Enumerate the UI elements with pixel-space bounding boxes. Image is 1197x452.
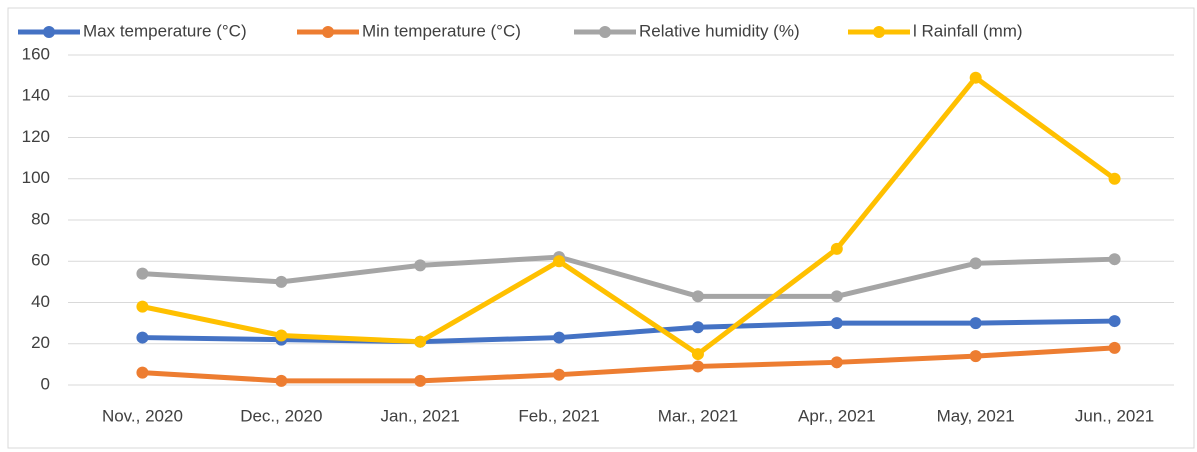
data-point <box>830 317 843 330</box>
data-point <box>969 317 982 330</box>
data-point <box>136 331 149 344</box>
legend-label: Min temperature (°C) <box>362 21 521 40</box>
data-point <box>136 267 149 280</box>
x-tick-label: Mar., 2021 <box>658 406 738 425</box>
legend-marker <box>873 26 885 38</box>
data-point <box>414 335 427 348</box>
x-tick-label: Nov., 2020 <box>102 406 183 425</box>
data-point <box>275 374 288 387</box>
legend-marker <box>43 26 55 38</box>
data-point <box>691 360 704 373</box>
data-point <box>691 290 704 303</box>
y-tick-label: 140 <box>22 86 50 105</box>
x-tick-label: Dec., 2020 <box>240 406 322 425</box>
data-point <box>969 71 982 84</box>
y-tick-label: 80 <box>31 209 50 228</box>
data-point <box>553 368 566 381</box>
x-tick-label: Apr., 2021 <box>798 406 876 425</box>
series-line <box>141 75 1117 357</box>
y-tick-label: 60 <box>31 251 50 270</box>
chart-frame <box>7 7 1195 449</box>
legend-label: l Rainfall (mm) <box>913 21 1023 40</box>
legend-label: Relative humidity (%) <box>639 21 800 40</box>
data-point <box>830 290 843 303</box>
data-point <box>1108 315 1121 328</box>
data-point <box>414 374 427 387</box>
x-tick-label: Jun., 2021 <box>1075 406 1154 425</box>
y-tick-label: 0 <box>41 374 50 393</box>
series-line <box>142 345 1115 384</box>
y-tick-label: 120 <box>22 127 50 146</box>
data-point <box>553 331 566 344</box>
x-tick-label: Feb., 2021 <box>518 406 599 425</box>
data-point <box>1108 172 1121 185</box>
data-point <box>830 242 843 255</box>
data-point <box>1108 253 1121 266</box>
data-point <box>275 275 288 288</box>
y-tick-label: 160 <box>22 44 50 63</box>
legend-marker <box>599 26 611 38</box>
data-point <box>969 257 982 270</box>
data-point <box>691 321 704 334</box>
y-tick-label: 40 <box>31 292 50 311</box>
data-point <box>136 300 149 313</box>
data-point <box>969 350 982 363</box>
legend-label: Max temperature (°C) <box>83 21 247 40</box>
data-point <box>1108 341 1121 354</box>
series-line <box>142 318 1115 345</box>
legend-marker <box>322 26 334 38</box>
y-tick-label: 20 <box>31 333 50 352</box>
series-line <box>142 254 1115 299</box>
data-point <box>830 356 843 369</box>
data-point <box>275 329 288 342</box>
x-tick-label: Jan., 2021 <box>380 406 459 425</box>
data-point <box>414 259 427 272</box>
x-tick-label: May, 2021 <box>937 406 1015 425</box>
data-point <box>553 255 566 268</box>
y-tick-label: 100 <box>22 168 50 187</box>
data-point <box>691 348 704 361</box>
data-point <box>136 366 149 379</box>
